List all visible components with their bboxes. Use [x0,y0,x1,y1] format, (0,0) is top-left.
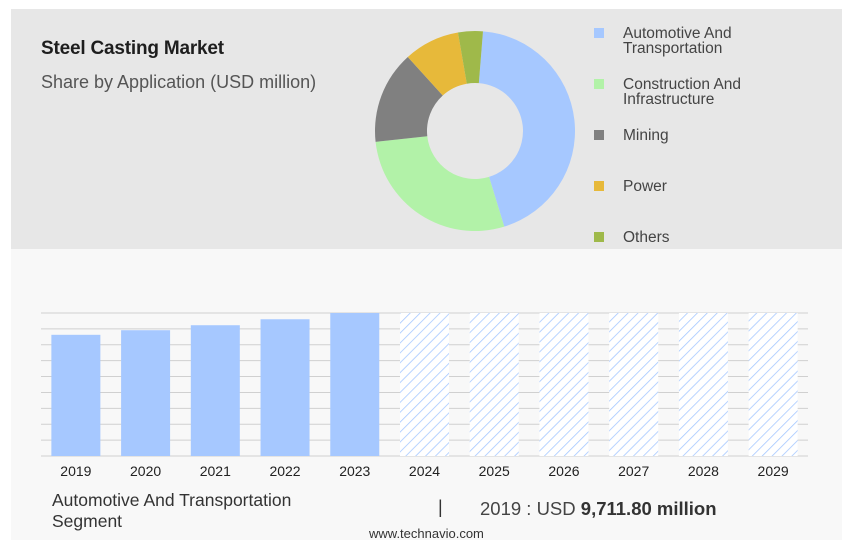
x-tick-label: 2029 [758,463,789,479]
x-tick-label: 2024 [409,463,440,479]
legend-swatch [594,130,604,140]
bar-2019 [51,334,101,456]
forecast-bar-2025 [469,313,519,456]
x-tick-label: 2021 [200,463,231,479]
x-tick-label: 2023 [339,463,370,479]
x-tick-label: 2020 [130,463,161,479]
pie-slice-1 [375,136,505,231]
bar-2021 [190,325,240,456]
legend-label: Others [623,229,670,246]
legend-swatch [594,181,604,191]
forecast-bar-2028 [678,313,728,456]
chart-title: Steel Casting Market [41,38,224,59]
forecast-bar-2024 [400,313,449,456]
pie-slice-4 [457,30,483,84]
bar-2022 [260,319,310,456]
segment-value-amount: 9,711.80 million [580,498,717,519]
segment-value: 2019 : USD 9,711.80 million [480,498,717,520]
footer-divider: | [438,497,443,517]
x-tick-label: 2019 [60,463,91,479]
legend-swatch [594,28,604,38]
x-tick-label: 2025 [479,463,510,479]
legend-label: Construction And Infrastructure [623,76,742,108]
chart-subtitle: Share by Application (USD million) [41,72,317,92]
forecast-bar-2027 [609,313,659,456]
pie-slice-2 [375,56,443,142]
pie-slice-0 [478,31,575,227]
segment-value-prefix: 2019 : USD [480,498,581,519]
source-link[interactable]: www.technavio.com [369,526,484,541]
x-tick-label: 2026 [548,463,579,479]
forecast-bar-2029 [748,313,798,456]
bar-2023 [330,313,380,456]
pie-slice-3 [407,32,467,96]
legend-swatch [594,79,604,89]
legend-swatch [594,232,604,242]
x-tick-label: 2022 [269,463,300,479]
legend-label: Automotive And Transportation [623,25,732,57]
x-tick-label: 2027 [618,463,649,479]
forecast-bar-2026 [539,313,589,456]
x-tick-label: 2028 [688,463,719,479]
bar-2020 [121,330,171,456]
segment-label: Automotive And Transportation Segment [52,490,292,531]
legend-label: Mining [623,127,669,144]
legend-label: Power [623,178,667,195]
